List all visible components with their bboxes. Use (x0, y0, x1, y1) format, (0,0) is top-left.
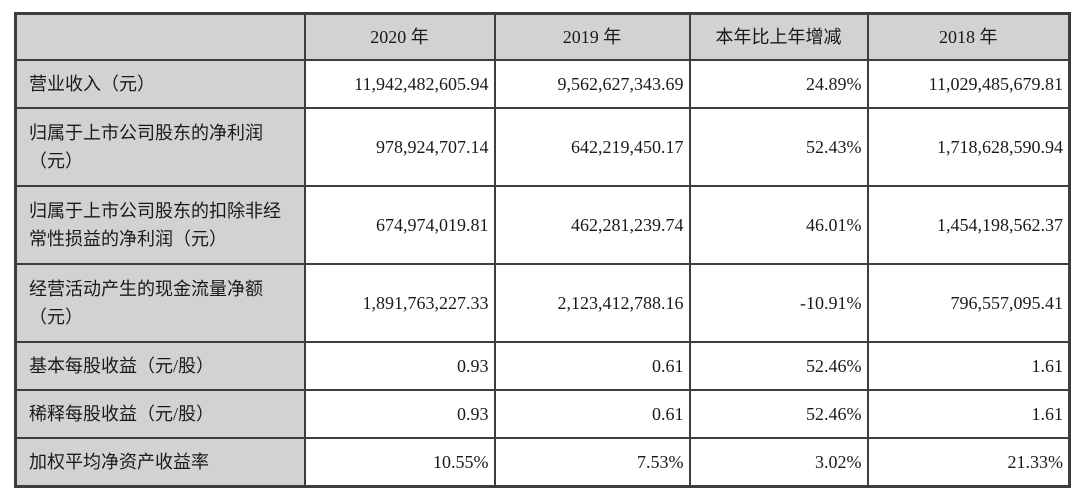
value-2020: 674,974,019.81 (303, 185, 496, 265)
table-row: 归属于上市公司股东的净利润（元） 978,924,707.14 642,219,… (14, 107, 1071, 187)
value-2020: 0.93 (303, 389, 496, 439)
column-header-blank (14, 12, 306, 61)
value-change: 46.01% (688, 185, 869, 265)
value-change: 3.02% (688, 437, 869, 488)
value-2019: 7.53% (493, 437, 691, 488)
row-label: 归属于上市公司股东的扣除非经常性损益的净利润（元） (14, 185, 306, 265)
column-header-2019: 2019 年 (493, 12, 691, 61)
value-change: 52.46% (688, 341, 869, 391)
value-2019: 642,219,450.17 (493, 107, 691, 187)
value-2018: 796,557,095.41 (866, 263, 1071, 343)
table-row: 稀释每股收益（元/股） 0.93 0.61 52.46% 1.61 (14, 389, 1071, 439)
value-change: 24.89% (688, 59, 869, 109)
value-2020: 10.55% (303, 437, 496, 488)
table-row: 归属于上市公司股东的扣除非经常性损益的净利润（元） 674,974,019.81… (14, 185, 1071, 265)
value-2020: 1,891,763,227.33 (303, 263, 496, 343)
value-2019: 9,562,627,343.69 (493, 59, 691, 109)
row-label: 稀释每股收益（元/股） (14, 389, 306, 439)
column-header-2018: 2018 年 (866, 12, 1071, 61)
row-label: 经营活动产生的现金流量净额（元） (14, 263, 306, 343)
value-2020: 978,924,707.14 (303, 107, 496, 187)
header-row: 2020 年 2019 年 本年比上年增减 2018 年 (14, 12, 1071, 61)
value-2018: 11,029,485,679.81 (866, 59, 1071, 109)
value-2018: 1,718,628,590.94 (866, 107, 1071, 187)
table-row: 加权平均净资产收益率 10.55% 7.53% 3.02% 21.33% (14, 437, 1071, 488)
row-label: 归属于上市公司股东的净利润（元） (14, 107, 306, 187)
column-header-2020: 2020 年 (303, 12, 496, 61)
value-2018: 1,454,198,562.37 (866, 185, 1071, 265)
table-row: 营业收入（元） 11,942,482,605.94 9,562,627,343.… (14, 59, 1071, 109)
value-change: -10.91% (688, 263, 869, 343)
value-2019: 0.61 (493, 389, 691, 439)
row-label: 加权平均净资产收益率 (14, 437, 306, 488)
value-2018: 1.61 (866, 389, 1071, 439)
row-label: 营业收入（元） (14, 59, 306, 109)
table-row: 经营活动产生的现金流量净额（元） 1,891,763,227.33 2,123,… (14, 263, 1071, 343)
table-row: 基本每股收益（元/股） 0.93 0.61 52.46% 1.61 (14, 341, 1071, 391)
value-change: 52.46% (688, 389, 869, 439)
value-2020: 0.93 (303, 341, 496, 391)
value-2020: 11,942,482,605.94 (303, 59, 496, 109)
value-2018: 21.33% (866, 437, 1071, 488)
value-2019: 462,281,239.74 (493, 185, 691, 265)
value-2019: 0.61 (493, 341, 691, 391)
column-header-change: 本年比上年增减 (688, 12, 869, 61)
value-2018: 1.61 (866, 341, 1071, 391)
value-2019: 2,123,412,788.16 (493, 263, 691, 343)
value-change: 52.43% (688, 107, 869, 187)
financial-summary-table: 2020 年 2019 年 本年比上年增减 2018 年 营业收入（元） 11,… (14, 12, 1071, 488)
row-label: 基本每股收益（元/股） (14, 341, 306, 391)
